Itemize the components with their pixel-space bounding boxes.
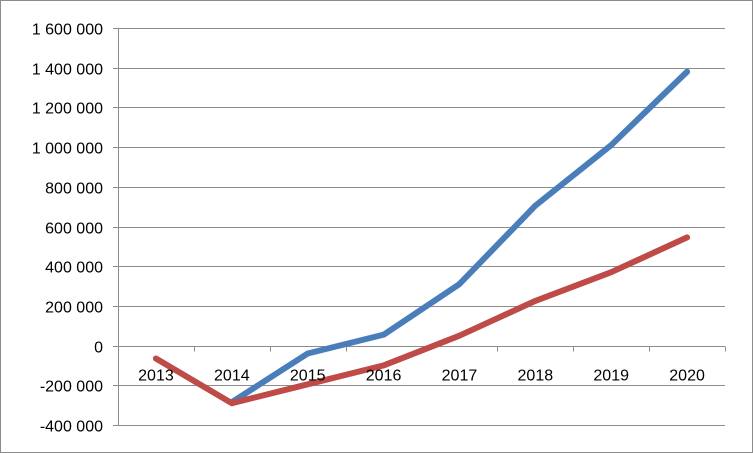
x-tick-label: 2015 (290, 368, 326, 385)
series-line-2 (152, 234, 691, 407)
y-tick-label: 1 400 000 (32, 62, 103, 79)
y-tick-label: 0 (94, 340, 103, 357)
y-tick-labels: -400 000 -200 000 0 200 000 400 000 600 000 80… (32, 22, 103, 436)
y-tick-label: 200 000 (45, 300, 103, 317)
x-tick-label: 2018 (518, 368, 554, 385)
x-tick-label: 2013 (138, 368, 174, 385)
gridlines (118, 28, 725, 426)
x-tick-label: 2020 (669, 368, 705, 385)
x-tick-label: 2019 (593, 368, 629, 385)
y-tick-label: 600 000 (45, 221, 103, 238)
y-tick-label: 400 000 (45, 260, 103, 277)
x-tick-label: 2016 (366, 368, 402, 385)
series-lines (152, 68, 691, 407)
x-tick-label: 2014 (214, 368, 250, 385)
series-line-1 (228, 68, 691, 406)
x-tick-labels: 2013 2014 2015 2016 2017 2018 2019 2020 (138, 368, 705, 385)
y-tick-label: 1 200 000 (32, 101, 103, 118)
y-tick-label: 800 000 (45, 181, 103, 198)
y-tick-label: -200 000 (40, 379, 103, 396)
x-tick-label: 2017 (442, 368, 478, 385)
axes (113, 28, 726, 426)
y-tick-label: 1 600 000 (32, 22, 103, 39)
y-tick-label: -400 000 (40, 419, 103, 436)
y-tick-label: 1 000 000 (32, 141, 103, 158)
